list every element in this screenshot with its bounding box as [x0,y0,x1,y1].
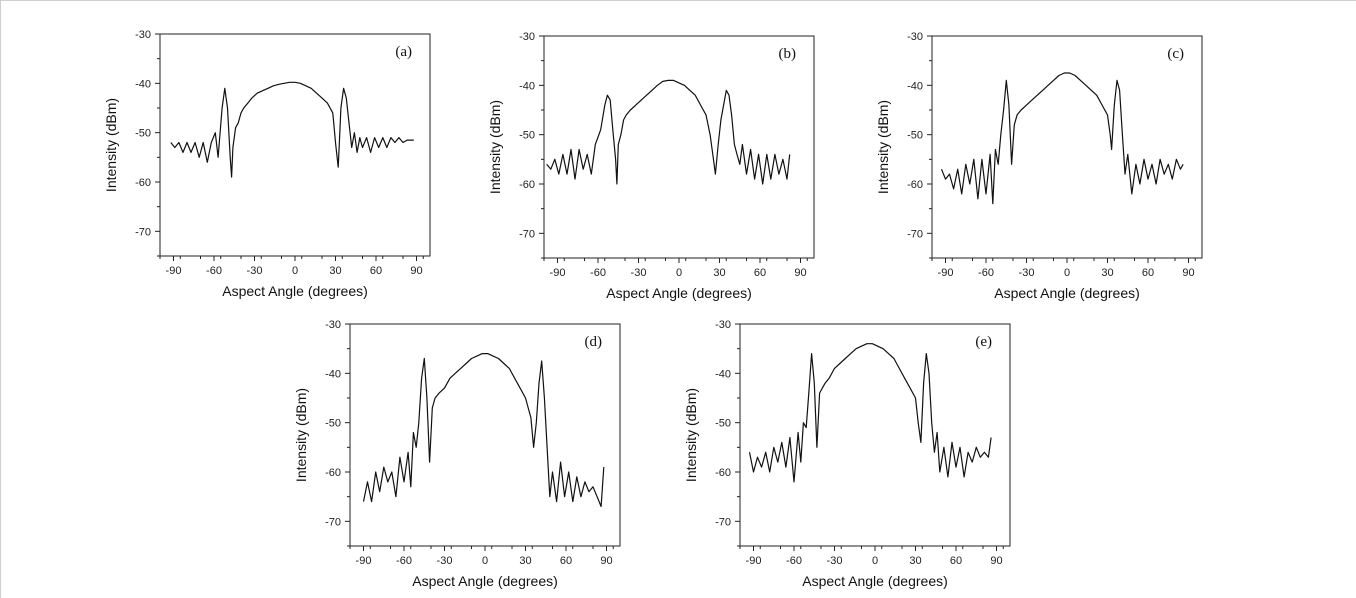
series-line [748,343,992,483]
x-tick-label: 60 [950,555,962,567]
panel-label: (e) [975,334,992,350]
x-tick-label: 90 [1182,267,1194,279]
chart-svg: -90 -60 -30 0 30 60 90 -30 -40 -50 -60 -70 Aspect An… [293,319,621,589]
plot-frame [739,323,1011,547]
x-tick-label: 60 [560,555,572,567]
chart-panel-e: -90 -60 -30 0 30 60 90 -30 -40 -50 -60 -70 Aspect An… [660,308,1020,598]
y-axis-label: Intensity (dBm) [293,388,309,482]
y-tick-label: -40 [907,80,923,92]
panel-label: (c) [1167,46,1184,62]
y-tick-label: -40 [325,368,341,380]
x-axis-label: Aspect Angle (degrees) [222,283,368,299]
y-tick-label: -50 [325,418,341,430]
y-tick-label: -30 [715,319,731,331]
y-tick-label: -30 [907,31,923,43]
x-tick-label: -90 [550,267,566,279]
x-tick-label: -30 [1019,267,1035,279]
x-tick-label: -30 [247,265,263,277]
plot-frame [931,35,1203,259]
x-tick-label: -30 [631,267,647,279]
x-tick-label: 30 [329,265,341,277]
y-axis-label: Intensity (dBm) [103,98,119,192]
x-tick-label: 90 [600,555,612,567]
chart-svg: -90 -60 -30 0 30 60 90 -30 -40 -50 -60 -70 Aspect An… [103,29,431,299]
x-tick-label: 0 [292,265,298,277]
y-tick-label: -60 [519,179,535,191]
y-tick-label: -70 [135,226,151,238]
y-tick-label: -60 [907,179,923,191]
y-tick-label: -40 [135,78,151,90]
y-axis-label: Intensity (dBm) [875,100,891,194]
x-tick-label: 30 [519,555,531,567]
chart-panel-d: -90 -60 -30 0 30 60 90 -30 -40 -50 -60 -70 Aspect An… [270,308,630,598]
panel-label: (d) [585,334,603,350]
series-line [940,72,1184,205]
panel-label: (b) [779,46,797,62]
y-axis-label: Intensity (dBm) [487,100,503,194]
x-tick-label: 90 [410,265,422,277]
x-tick-label: 60 [370,265,382,277]
x-tick-label: 0 [872,555,878,567]
x-axis-label: Aspect Angle (degrees) [606,285,752,301]
series-line [362,353,605,508]
x-tick-label: -30 [437,555,453,567]
chart-panel-b: -90 -60 -30 0 30 60 90 -30 -40 -50 -60 -70 Aspect An… [464,20,824,310]
x-tick-label: 60 [754,267,766,279]
x-tick-label: 0 [482,555,488,567]
y-tick-label: -30 [519,31,535,43]
y-tick-label: -50 [715,418,731,430]
y-tick-label: -30 [325,319,341,331]
y-tick-label: -70 [325,516,341,528]
y-tick-label: -60 [135,177,151,189]
x-tick-label: 60 [1142,267,1154,279]
x-tick-label: 30 [713,267,725,279]
y-tick-label: -50 [519,130,535,142]
chart-svg: -90 -60 -30 0 30 60 90 -30 -40 -50 -60 -70 Aspect An… [875,31,1203,301]
x-tick-label: -60 [590,267,606,279]
x-tick-label: -60 [206,265,222,277]
plot-frame [159,33,431,257]
x-axis-label: Aspect Angle (degrees) [802,573,948,589]
chart-svg: -90 -60 -30 0 30 60 90 -30 -40 -50 -60 -70 Aspect An… [683,319,1011,589]
plot-frame [543,35,815,259]
x-tick-label: -60 [786,555,802,567]
x-tick-label: -90 [356,555,372,567]
y-tick-label: -70 [907,228,923,240]
x-axis-label: Aspect Angle (degrees) [412,573,558,589]
y-tick-label: -70 [715,516,731,528]
x-tick-label: -90 [166,265,182,277]
y-axis-label: Intensity (dBm) [683,388,699,482]
y-tick-label: -30 [135,29,151,41]
x-tick-label: 90 [990,555,1002,567]
plot-frame [349,323,621,547]
x-tick-label: -30 [827,555,843,567]
x-tick-label: -60 [978,267,994,279]
y-tick-label: -60 [325,467,341,479]
x-tick-label: -60 [396,555,412,567]
x-axis-label: Aspect Angle (degrees) [994,285,1140,301]
series-line [170,81,414,178]
x-tick-label: -90 [746,555,762,567]
x-tick-label: 90 [794,267,806,279]
y-tick-label: -50 [907,130,923,142]
y-tick-label: -50 [135,128,151,140]
chart-panel-c: -90 -60 -30 0 30 60 90 -30 -40 -50 -60 -70 Aspect An… [852,20,1212,310]
chart-svg: -90 -60 -30 0 30 60 90 -30 -40 -50 -60 -70 Aspect An… [487,31,815,301]
y-tick-label: -60 [715,467,731,479]
y-tick-label: -70 [519,228,535,240]
x-tick-label: 0 [676,267,682,279]
x-tick-label: 30 [1101,267,1113,279]
x-tick-label: -90 [938,267,954,279]
series-line [546,79,791,185]
panel-label: (a) [395,44,412,60]
x-tick-label: 30 [909,555,921,567]
chart-panel-a: -90 -60 -30 0 30 60 90 -30 -40 -50 -60 -70 Aspect An… [80,18,440,308]
x-tick-label: 0 [1064,267,1070,279]
y-tick-label: -40 [519,80,535,92]
y-tick-label: -40 [715,368,731,380]
